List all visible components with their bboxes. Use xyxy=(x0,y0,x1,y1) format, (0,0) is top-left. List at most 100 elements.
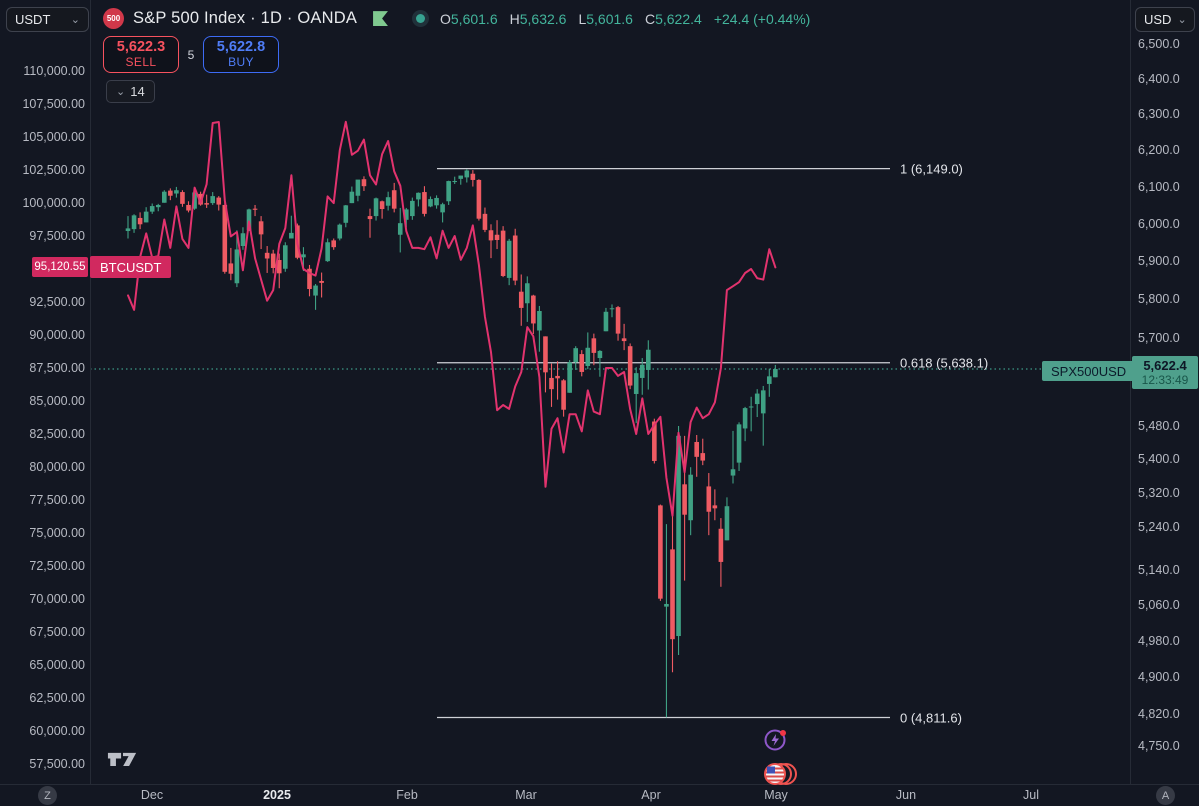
flag-marker-icon[interactable] xyxy=(372,10,389,27)
right-axis-tick: 4,900.0 xyxy=(1138,669,1180,684)
candle-body xyxy=(264,252,270,259)
candle-body xyxy=(325,242,330,262)
left-axis-tick: 85,000.00 xyxy=(29,394,85,408)
lightning-indicator-icon[interactable] xyxy=(763,727,797,757)
candle-body xyxy=(597,350,603,359)
left-axis-tick: 87,500.00 xyxy=(29,361,85,375)
candle-body xyxy=(252,208,258,210)
candle-body xyxy=(422,192,427,214)
chart-header: USDT ⌄ 500 S&P 500 Index · 1D · OANDA O5… xyxy=(0,0,1199,36)
quote-currency-dropdown[interactable]: USDT ⌄ xyxy=(6,7,89,32)
right-axis-tick: 5,480.0 xyxy=(1138,419,1180,434)
sell-label: SELL xyxy=(125,54,157,69)
candle-body xyxy=(397,223,403,235)
spx-series-tag[interactable]: SPX500USD xyxy=(1042,361,1136,381)
left-axis-tick: 60,000.00 xyxy=(29,724,85,738)
tradingview-logo-icon[interactable] xyxy=(107,747,138,776)
ohlc-readout: O5,601.6 H5,632.6 L5,601.6 C5,622.4 +24.… xyxy=(440,11,811,27)
candle-body xyxy=(137,217,143,225)
right-axis-tick: 5,060.0 xyxy=(1138,597,1180,612)
candle-body xyxy=(482,213,488,230)
right-axis-tick: 5,240.0 xyxy=(1138,519,1180,534)
candle-body xyxy=(349,191,355,204)
market-status-icon[interactable] xyxy=(412,10,430,27)
btc-axis-price-tag: 95,120.55 xyxy=(32,257,88,278)
axis-currency-label: USD xyxy=(1144,12,1172,27)
right-axis-separator xyxy=(1130,0,1131,784)
left-axis-separator xyxy=(90,0,91,784)
candle-body xyxy=(748,406,754,408)
left-axis-tick: 107,500.00 xyxy=(22,97,85,111)
candle-body xyxy=(543,336,548,373)
candle-body xyxy=(192,192,197,209)
price-chart[interactable] xyxy=(0,0,1199,784)
sell-price: 5,622.3 xyxy=(116,39,166,56)
axis-currency-dropdown[interactable]: USD ⌄ xyxy=(1135,7,1195,32)
candle-body xyxy=(331,240,336,248)
candle-body xyxy=(301,254,306,258)
candle-body xyxy=(168,190,173,196)
candle-body xyxy=(216,197,222,205)
candle-body xyxy=(658,505,663,599)
high-value: 5,632.6 xyxy=(519,11,567,27)
candle-body xyxy=(682,484,687,515)
candle-body xyxy=(464,170,470,178)
buy-label: BUY xyxy=(228,54,254,69)
candle-body xyxy=(289,232,294,239)
time-axis-label-Mar: Mar xyxy=(515,788,537,802)
indicator-interval-chip[interactable]: ⌄ 14 xyxy=(106,80,155,103)
left-axis-tick: 62,500.00 xyxy=(29,691,85,705)
corner-badge-z[interactable]: Z xyxy=(38,786,57,805)
candle-body xyxy=(615,307,621,334)
candle-body xyxy=(283,245,288,269)
candle-body xyxy=(537,311,542,331)
sell-button[interactable]: 5,622.3 SELL xyxy=(103,36,179,73)
corner-badge-a[interactable]: A xyxy=(1156,786,1175,805)
candle-body xyxy=(652,421,657,461)
btcusdt-series-tag[interactable]: BTCUSDT xyxy=(90,256,172,279)
candle-body xyxy=(627,346,633,386)
candle-body xyxy=(567,362,572,393)
candle-body xyxy=(633,373,639,394)
right-axis-tick: 6,400.0 xyxy=(1138,72,1180,87)
candle-body xyxy=(760,390,766,414)
candle-body xyxy=(361,179,367,187)
left-axis-tick: 92,500.00 xyxy=(29,295,85,309)
time-axis-label-Jun: Jun xyxy=(895,788,917,802)
candle-body xyxy=(773,369,778,378)
candle-body xyxy=(391,190,397,209)
buy-button[interactable]: 5,622.8 BUY xyxy=(203,36,279,73)
us-flag-indicator-icon[interactable] xyxy=(763,761,797,792)
chart-title[interactable]: S&P 500 Index · 1D · OANDA xyxy=(133,9,358,27)
left-axis-tick: 57,500.00 xyxy=(29,757,85,771)
chevron-down-icon: ⌄ xyxy=(70,14,80,26)
candle-body xyxy=(470,173,476,180)
time-axis-separator xyxy=(0,784,1199,785)
left-axis-tick: 67,500.00 xyxy=(29,625,85,639)
candle-body xyxy=(591,338,597,353)
candle-body xyxy=(428,199,433,207)
candle-body xyxy=(609,308,615,310)
candle-body xyxy=(313,285,318,296)
candle-body xyxy=(712,505,718,509)
candle-body xyxy=(488,230,494,241)
candle-body xyxy=(222,204,228,272)
right-axis-tick: 5,140.0 xyxy=(1138,562,1180,577)
candle-body xyxy=(506,240,512,278)
time-axis-label-Apr: Apr xyxy=(641,788,661,802)
candle-body xyxy=(373,198,379,217)
left-axis-tick: 70,000.00 xyxy=(29,592,85,606)
candle-body xyxy=(276,260,282,274)
chevron-down-icon: ⌄ xyxy=(1177,14,1187,26)
candle-body xyxy=(131,215,137,230)
right-axis-tick: 6,200.0 xyxy=(1138,143,1180,158)
sp500-logo-icon: 500 xyxy=(103,8,124,29)
candle-body xyxy=(458,175,464,179)
candle-body xyxy=(125,228,131,232)
time-axis[interactable]: Dec 2025 Feb Mar Apr May Jun Jul xyxy=(0,785,1199,806)
symbol-row: 500 S&P 500 Index · 1D · OANDA xyxy=(103,8,430,29)
low-value: 5,601.6 xyxy=(586,11,633,27)
right-axis-tick: 6,100.0 xyxy=(1138,179,1180,194)
close-value: 5,622.4 xyxy=(655,11,702,27)
